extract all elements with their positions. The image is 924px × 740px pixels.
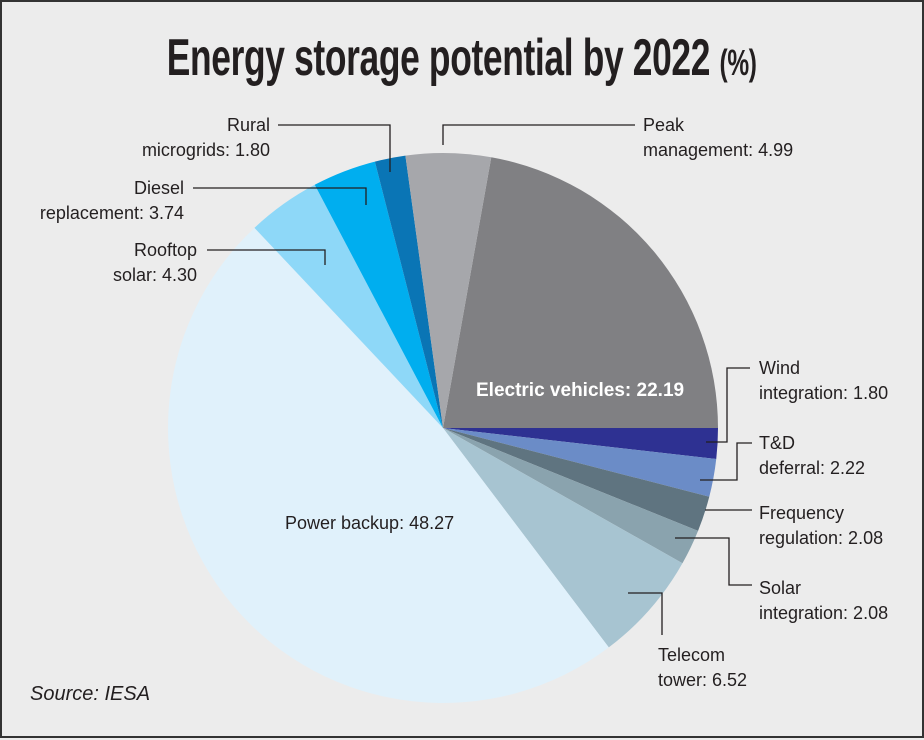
pie-slice-diesel-replacement (314, 161, 443, 429)
leader-rooftop (207, 249, 326, 265)
leader-diesel (193, 187, 367, 205)
leader-wind (706, 367, 750, 443)
label-rural: Rural microgrids: 1.80 (141, 115, 270, 160)
label-power-backup: Power backup: 48.27 (285, 513, 455, 533)
leader-rural (278, 124, 391, 172)
label-solar: Solar integration: 2.08 (759, 578, 889, 623)
pie-slice-peak-management (405, 152, 492, 428)
title-unit: (%) (719, 42, 757, 83)
pie-slice-rooftop-solar (254, 184, 443, 428)
pie-slice-solar-integration (443, 428, 699, 564)
pie-slice-frequency-regulation (443, 428, 710, 531)
label-frequency: Frequency regulation: 2.08 (759, 503, 884, 548)
title-text: Energy storage potential by 2022 (167, 29, 711, 87)
label-td: T&D deferral: 2.22 (759, 433, 866, 478)
chart-title: Energy storage potential by 2022 (%) (0, 28, 924, 88)
leader-peak (442, 124, 635, 145)
label-wind: Wind integration: 1.80 (759, 358, 889, 403)
leader-solar (675, 537, 752, 586)
leader-telecom (628, 592, 663, 635)
leader-td (700, 442, 752, 481)
pie-slice-rural-microgrids (374, 155, 443, 428)
source-note: Source: IESA (30, 683, 151, 705)
pie-slice-electric-vehicles (443, 157, 718, 428)
label-electric-vehicles: Electric vehicles: 22.19 (476, 380, 685, 401)
label-telecom: Telecom tower: 6.52 (658, 645, 748, 690)
label-rooftop: Rooftop solar: 4.30 (112, 240, 197, 285)
leader-lines (193, 124, 752, 635)
label-diesel: Diesel replacement: 3.74 (39, 178, 184, 223)
pie-slice-t-d-deferral (443, 428, 717, 497)
label-peak: Peak management: 4.99 (643, 115, 794, 160)
pie-slice-telecom-tower (443, 428, 683, 648)
pie-slice-power-backup (167, 227, 609, 704)
pie-slice-wind-integration (443, 428, 718, 460)
